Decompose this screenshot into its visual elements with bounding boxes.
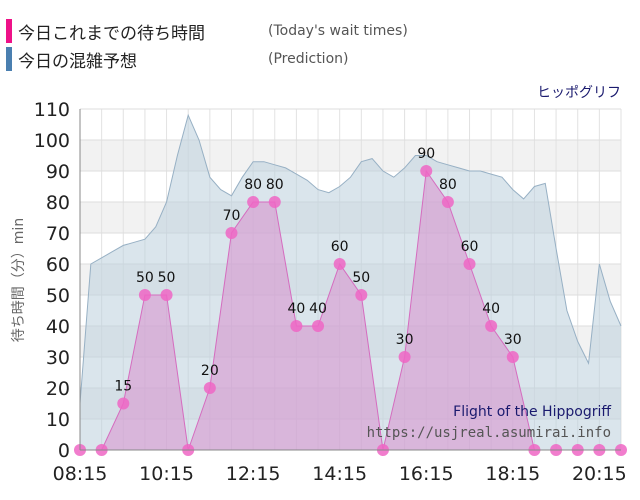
wait-point <box>333 258 346 270</box>
wait-point <box>290 320 303 332</box>
wait-point <box>420 165 433 177</box>
x-tick-label: 14:15 <box>312 463 367 485</box>
legend-sublabel-wait: (Today's wait times) <box>268 23 408 39</box>
chart-title: ヒッポグリフ <box>537 85 621 101</box>
y-tick-label: 40 <box>46 316 70 338</box>
x-tick-label: 20:15 <box>572 463 627 485</box>
prediction-line <box>79 113 622 404</box>
y-tick-label: 90 <box>46 161 70 183</box>
wait-point <box>441 196 454 208</box>
legend: 今日これまでの待ち時間 (Today's wait times) 今日の混雑予想… <box>6 18 408 74</box>
x-tick-label: 10:15 <box>139 463 194 485</box>
data-label: 20 <box>201 363 219 379</box>
legend-swatch-prediction <box>6 47 12 71</box>
data-label: 40 <box>309 301 327 317</box>
legend-label-prediction: 今日の混雑予想 <box>18 51 137 72</box>
legend-swatch-wait <box>6 19 12 43</box>
wait-point <box>203 382 216 394</box>
wait-line <box>80 169 621 451</box>
data-label: 15 <box>114 379 132 395</box>
y-tick-label: 30 <box>46 347 70 369</box>
wait-point <box>398 351 411 363</box>
y-tick-label: 0 <box>58 440 70 462</box>
y-axis-label: 待ち時間（分）min <box>11 218 27 342</box>
legend-sublabel-prediction: (Prediction) <box>268 51 349 67</box>
data-label: 40 <box>287 301 305 317</box>
y-tick-label: 50 <box>46 285 70 307</box>
data-label: 40 <box>482 301 500 317</box>
wait-point <box>506 351 519 363</box>
y-tick-label: 60 <box>46 254 70 276</box>
wait-point <box>463 258 476 270</box>
data-label: 50 <box>352 270 370 286</box>
y-tick-label: 10 <box>46 409 70 431</box>
wait-point <box>355 289 368 301</box>
data-label: 90 <box>417 146 435 162</box>
wait-point <box>247 196 260 208</box>
wait-point <box>117 397 130 410</box>
plot-band <box>80 109 621 140</box>
data-label: 80 <box>244 177 262 193</box>
y-tick-label: 110 <box>34 99 70 121</box>
y-tick-label: 70 <box>46 223 70 245</box>
data-label: 60 <box>461 239 479 255</box>
wait-point <box>312 320 325 332</box>
wait-point <box>268 196 281 208</box>
wait-point <box>160 289 173 301</box>
x-tick-label: 12:15 <box>226 463 281 485</box>
y-tick-label: 20 <box>46 378 70 400</box>
legend-item-prediction: 今日の混雑予想 (Prediction) <box>6 46 408 72</box>
watermark-name: Flight of the Hippogriff <box>453 404 611 420</box>
plot-band <box>80 140 621 171</box>
legend-label-wait: 今日これまでの待ち時間 <box>18 23 205 44</box>
x-tick-label: 16:15 <box>399 463 454 485</box>
data-label: 70 <box>223 208 241 224</box>
wait-point <box>485 320 498 332</box>
data-label: 30 <box>504 332 522 348</box>
data-label: 80 <box>439 177 457 193</box>
data-label: 30 <box>396 332 414 348</box>
data-label: 60 <box>331 239 349 255</box>
data-label: 50 <box>136 270 154 286</box>
x-tick-label: 08:15 <box>53 463 108 485</box>
y-tick-label: 100 <box>34 130 70 152</box>
y-tick-label: 80 <box>46 192 70 214</box>
wait-area <box>80 171 621 450</box>
wait-point <box>138 289 151 301</box>
wait-series <box>80 169 621 451</box>
legend-item-wait: 今日これまでの待ち時間 (Today's wait times) <box>6 18 408 44</box>
data-label: 80 <box>266 177 284 193</box>
x-tick-label: 18:15 <box>485 463 540 485</box>
wait-point <box>225 227 238 239</box>
data-label: 50 <box>158 270 176 286</box>
watermark-url: https://usjreal.asumirai.info <box>367 425 611 441</box>
